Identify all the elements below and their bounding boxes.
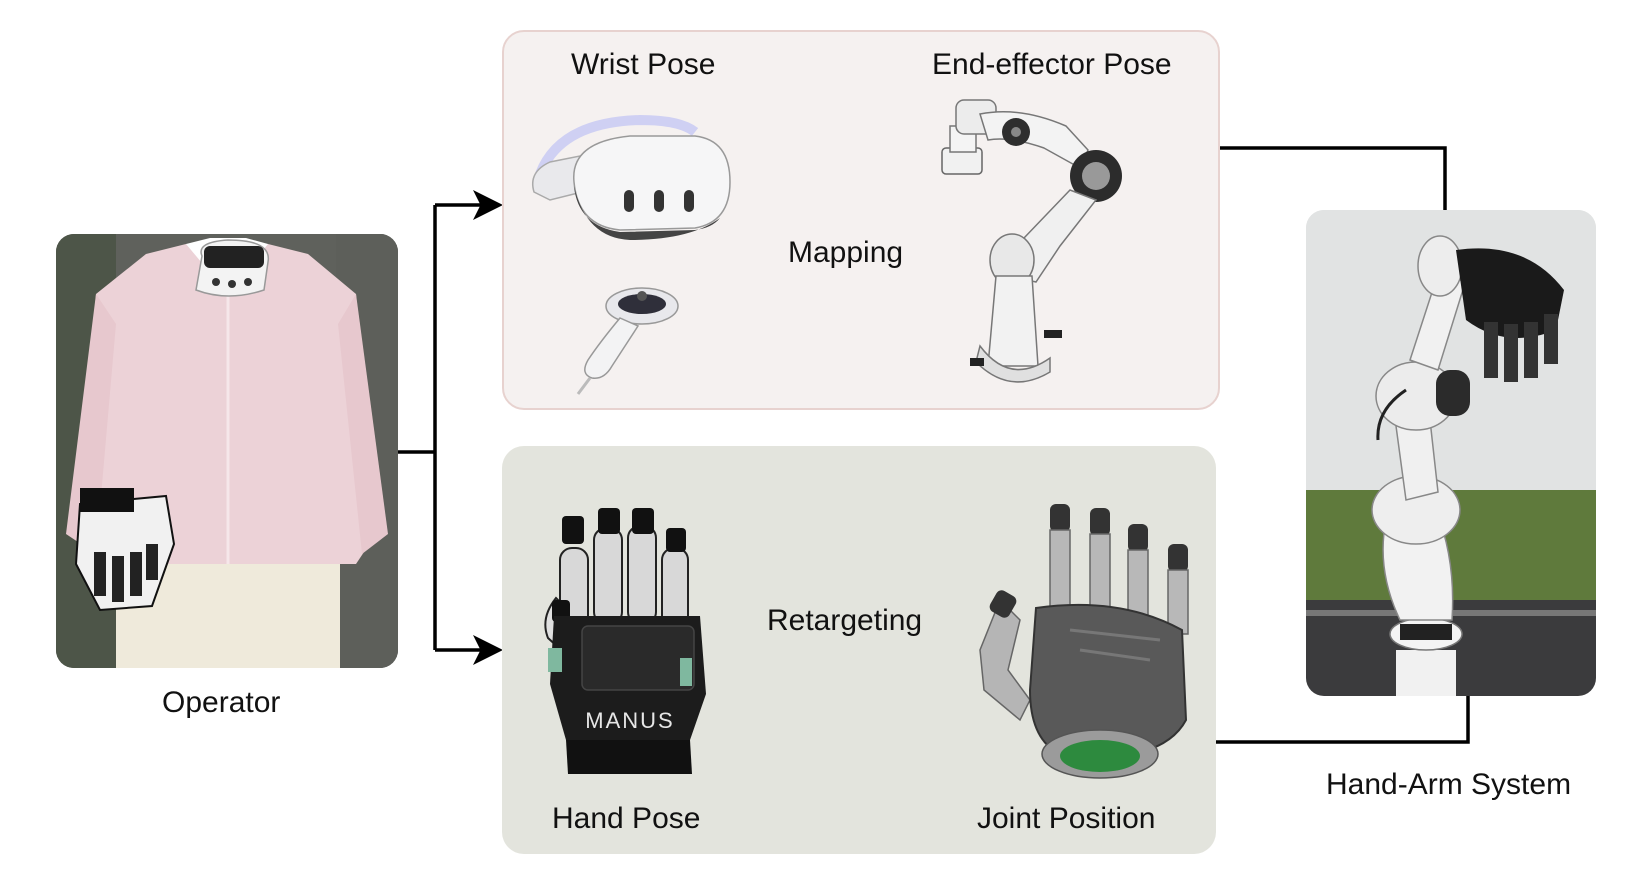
joint-position-label: Joint Position: [977, 802, 1156, 835]
robot-arm-icon: [941, 99, 1122, 383]
hand-pose-label: Hand Pose: [552, 802, 701, 835]
operator-branch-connector: [398, 190, 503, 665]
hand-arm-illustration: [1306, 210, 1596, 696]
wrist-pose-label: Wrist Pose: [571, 48, 716, 81]
retargeting-label: Retargeting: [767, 604, 923, 637]
robot-hand-icon: [979, 504, 1189, 779]
system-connector: [1216, 146, 1470, 744]
operator-photo: [56, 234, 398, 668]
glove-brand-text: MANUS: [585, 708, 674, 733]
mapping-label: Mapping: [788, 236, 904, 269]
hand-arm-system-photo: [1306, 210, 1596, 696]
operator-illustration: [56, 234, 398, 668]
operator-label: Operator: [162, 686, 281, 719]
end-effector-pose-label: End-effector Pose: [932, 48, 1172, 81]
data-glove-icon: MANUS: [544, 508, 706, 774]
vr-headset-icon: [532, 114, 731, 240]
vr-controller-icon: [576, 287, 679, 395]
hand-arm-system-label: Hand-Arm System: [1326, 768, 1572, 801]
